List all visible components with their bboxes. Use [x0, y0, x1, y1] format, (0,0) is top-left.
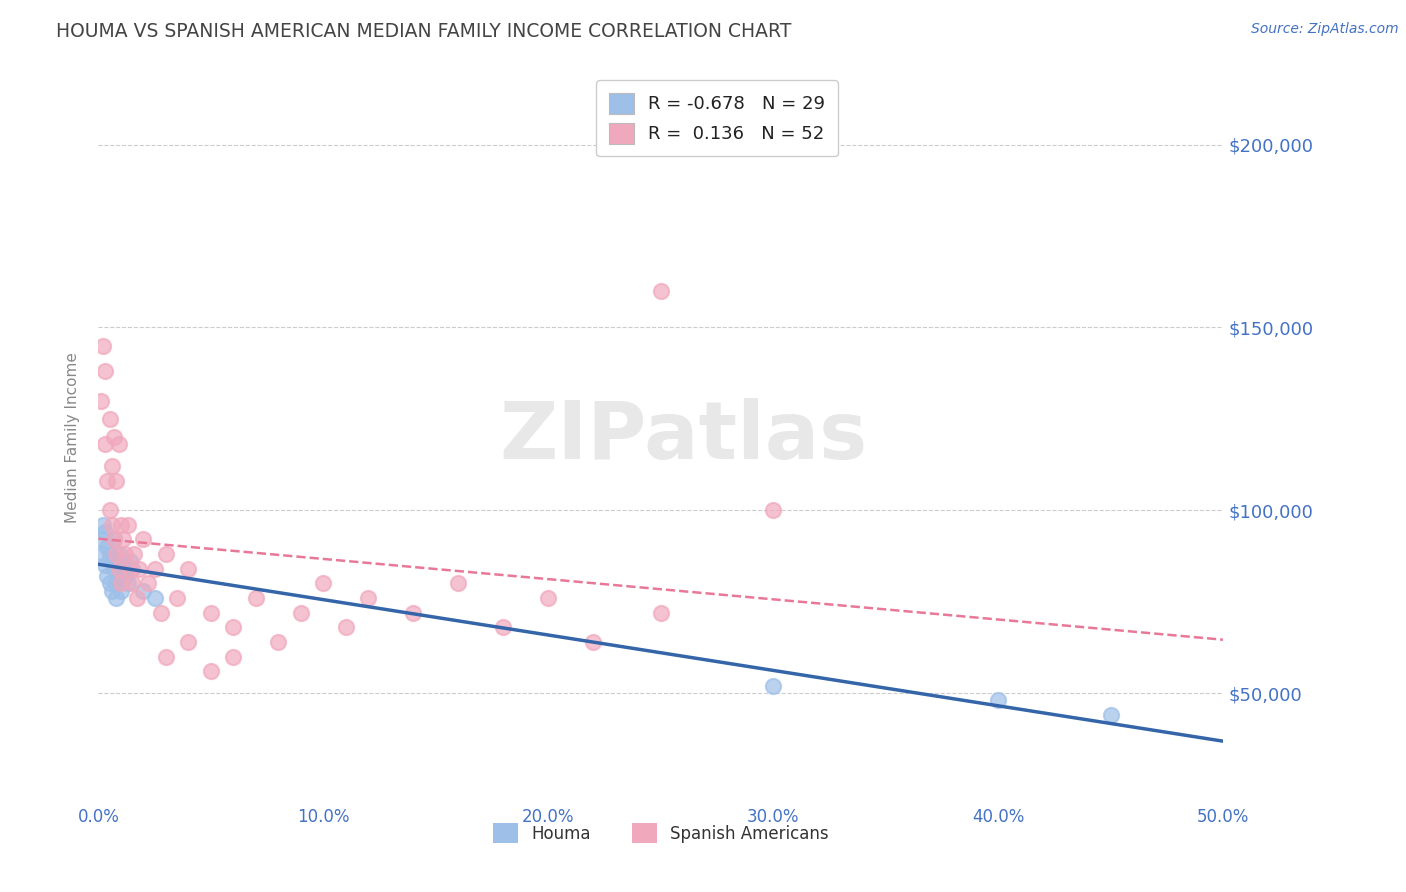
Point [101, 517, 124, 532]
Point [103, 533, 125, 547]
Point [132, 583, 155, 598]
Point [121, 562, 143, 576]
Point [118, 554, 141, 568]
Text: ZIPatlas: ZIPatlas [499, 398, 868, 476]
Point [105, 547, 128, 561]
Point [96, 540, 118, 554]
Point [98, 547, 121, 561]
Point [143, 562, 166, 576]
Point [155, 547, 177, 561]
Point [245, 591, 267, 605]
Point [94, 558, 117, 573]
Point [128, 562, 150, 576]
Point [105, 576, 128, 591]
Point [110, 583, 132, 598]
Point [117, 576, 139, 591]
Point [107, 547, 129, 561]
Point [112, 562, 135, 576]
Point [110, 576, 132, 591]
Point [112, 533, 135, 547]
Point [537, 591, 560, 605]
Point [267, 635, 290, 649]
Y-axis label: Median Family Income: Median Family Income [65, 351, 80, 523]
Point [98, 576, 121, 591]
Point [91, 338, 114, 352]
Point [155, 649, 177, 664]
Point [124, 547, 146, 561]
Text: Source: ZipAtlas.com: Source: ZipAtlas.com [1251, 22, 1399, 37]
Text: HOUMA VS SPANISH AMERICAN MEDIAN FAMILY INCOME CORRELATION CHART: HOUMA VS SPANISH AMERICAN MEDIAN FAMILY … [56, 22, 792, 41]
Point [987, 693, 1010, 707]
Point [117, 517, 139, 532]
Point [177, 562, 200, 576]
Point [222, 649, 245, 664]
Point [357, 591, 380, 605]
Point [492, 620, 515, 634]
Point [103, 562, 125, 576]
Point [98, 411, 121, 425]
Point [107, 569, 129, 583]
Point [650, 606, 672, 620]
Point [114, 569, 136, 583]
Point [90, 393, 112, 408]
Point [110, 517, 132, 532]
Point [94, 437, 117, 451]
Point [94, 525, 117, 540]
Point [650, 284, 672, 298]
Point [101, 459, 124, 474]
Point [125, 591, 148, 605]
Point [1099, 708, 1122, 723]
Point [200, 606, 222, 620]
Point [150, 606, 173, 620]
Point [110, 554, 132, 568]
Point [166, 591, 188, 605]
Point [582, 635, 605, 649]
Point [91, 547, 114, 561]
Point [143, 591, 166, 605]
Point [177, 635, 200, 649]
Point [132, 533, 155, 547]
Point [105, 591, 128, 605]
Point [312, 576, 335, 591]
Point [90, 533, 112, 547]
Point [447, 576, 470, 591]
Point [222, 620, 245, 634]
Point [107, 562, 129, 576]
Point [200, 664, 222, 678]
Point [101, 554, 124, 568]
Point [103, 430, 125, 444]
Point [98, 503, 121, 517]
Point [103, 533, 125, 547]
Point [91, 517, 114, 532]
Point [335, 620, 357, 634]
Point [762, 503, 785, 517]
Point [121, 576, 143, 591]
Point [96, 474, 118, 488]
Legend: Houma, Spanish Americans: Houma, Spanish Americans [479, 810, 842, 856]
Point [101, 583, 124, 598]
Point [96, 569, 118, 583]
Point [402, 606, 425, 620]
Point [762, 679, 785, 693]
Point [107, 437, 129, 451]
Point [118, 562, 141, 576]
Point [136, 576, 159, 591]
Point [114, 547, 136, 561]
Point [290, 606, 312, 620]
Point [94, 364, 117, 378]
Point [105, 474, 128, 488]
